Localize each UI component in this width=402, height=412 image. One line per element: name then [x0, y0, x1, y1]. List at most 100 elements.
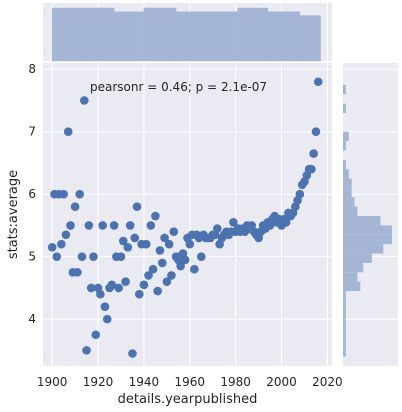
y-hist-bar [343, 131, 349, 142]
x-tick-label: 1920 [83, 375, 114, 389]
scatter-points [47, 77, 323, 358]
data-point [98, 221, 107, 230]
pearson-annotation: pearsonr = 0.46; p = 2.1e-07 [90, 80, 267, 94]
y-hist-bar [343, 216, 381, 226]
data-point [109, 221, 119, 230]
data-point [57, 239, 66, 249]
x-hist-bar [143, 7, 177, 62]
data-point [281, 218, 291, 227]
data-point [84, 221, 94, 230]
data-point [63, 127, 73, 137]
y-hist-bar [343, 103, 346, 113]
y-tick-label: 5 [28, 250, 36, 264]
y-hist-bar [343, 187, 352, 198]
x-hist-bar [113, 11, 145, 62]
y-hist-bar [343, 84, 346, 95]
data-point [164, 239, 174, 249]
y-hist-bar [343, 178, 352, 188]
data-point [313, 77, 323, 87]
x-tick-label: 1980 [220, 375, 251, 389]
data-point [121, 277, 130, 286]
data-point [229, 218, 238, 227]
y-hist-bar [343, 300, 346, 310]
y-tick-label: 8 [28, 62, 36, 76]
data-point [307, 164, 316, 174]
y-hist-bar [343, 169, 349, 179]
data-point [148, 264, 158, 274]
data-point [176, 261, 185, 271]
data-point [139, 280, 149, 290]
y-hist-bar [343, 328, 346, 338]
x-hist-bar [205, 11, 239, 62]
x-tick-label: 2000 [266, 375, 297, 389]
data-point [82, 346, 91, 355]
data-point [61, 230, 71, 240]
data-point [153, 286, 162, 296]
data-point [311, 127, 321, 137]
data-point [151, 211, 160, 221]
data-point [91, 330, 101, 340]
data-point [146, 221, 156, 230]
x-hist-bar [51, 7, 83, 62]
data-point [295, 189, 305, 199]
data-point [213, 224, 222, 233]
x-tick-labels: 1900 1920 1940 1960 1980 2000 2020 [37, 375, 343, 389]
data-point [132, 202, 142, 211]
x-tick-label: 2020 [312, 375, 343, 389]
y-hist-bar [343, 159, 346, 170]
data-point [66, 221, 75, 230]
data-point [130, 233, 140, 243]
y-hist-bar [343, 337, 346, 348]
data-point [135, 289, 144, 299]
x-hist-bar [175, 11, 207, 62]
data-point [52, 252, 62, 261]
data-point [155, 246, 165, 255]
gridlines [43, 63, 332, 366]
x-hist-bar [81, 7, 115, 62]
data-point [73, 267, 82, 277]
y-hist-bar [343, 262, 364, 273]
y-tick-label: 4 [28, 312, 36, 326]
data-point [144, 271, 153, 280]
y-hist-bar [343, 253, 372, 263]
data-point [107, 280, 117, 290]
x-hist-bar [267, 11, 301, 62]
data-point [162, 277, 172, 286]
data-point [59, 189, 68, 199]
y-hist-bar [343, 291, 346, 301]
data-point [100, 302, 110, 311]
data-point [123, 242, 133, 252]
data-point [116, 252, 126, 261]
data-point [96, 289, 105, 299]
data-point [180, 255, 190, 265]
data-point [89, 252, 98, 261]
data-point [157, 258, 167, 268]
data-point [309, 149, 318, 158]
y-hist-bar [343, 309, 346, 320]
data-point [70, 202, 80, 211]
y-hist-bar [343, 197, 355, 207]
data-point [77, 252, 87, 261]
y-tick-labels: 4 5 6 7 8 [28, 62, 36, 326]
x-tick-label: 1960 [175, 375, 206, 389]
data-point [118, 236, 128, 246]
y-hist-bar [343, 319, 346, 329]
y-marginal-histogram [343, 63, 398, 366]
data-point [196, 252, 206, 261]
plot-background [43, 63, 332, 366]
y-axis-label: stats:average [6, 170, 21, 259]
data-point [167, 271, 176, 280]
y-hist-bar [343, 225, 392, 235]
x-axis-label: details.yearpublished [118, 392, 258, 407]
data-point [128, 349, 137, 358]
data-point [185, 239, 195, 249]
x-hist-bar [299, 15, 321, 62]
y-hist-bar [343, 281, 361, 292]
data-point [75, 189, 84, 199]
y-hist-bar [343, 141, 346, 151]
y-hist-bar [343, 347, 346, 357]
y-tick-label: 7 [28, 125, 36, 139]
x-marginal-histogram [43, 3, 332, 62]
y-tick-label: 6 [28, 187, 36, 201]
